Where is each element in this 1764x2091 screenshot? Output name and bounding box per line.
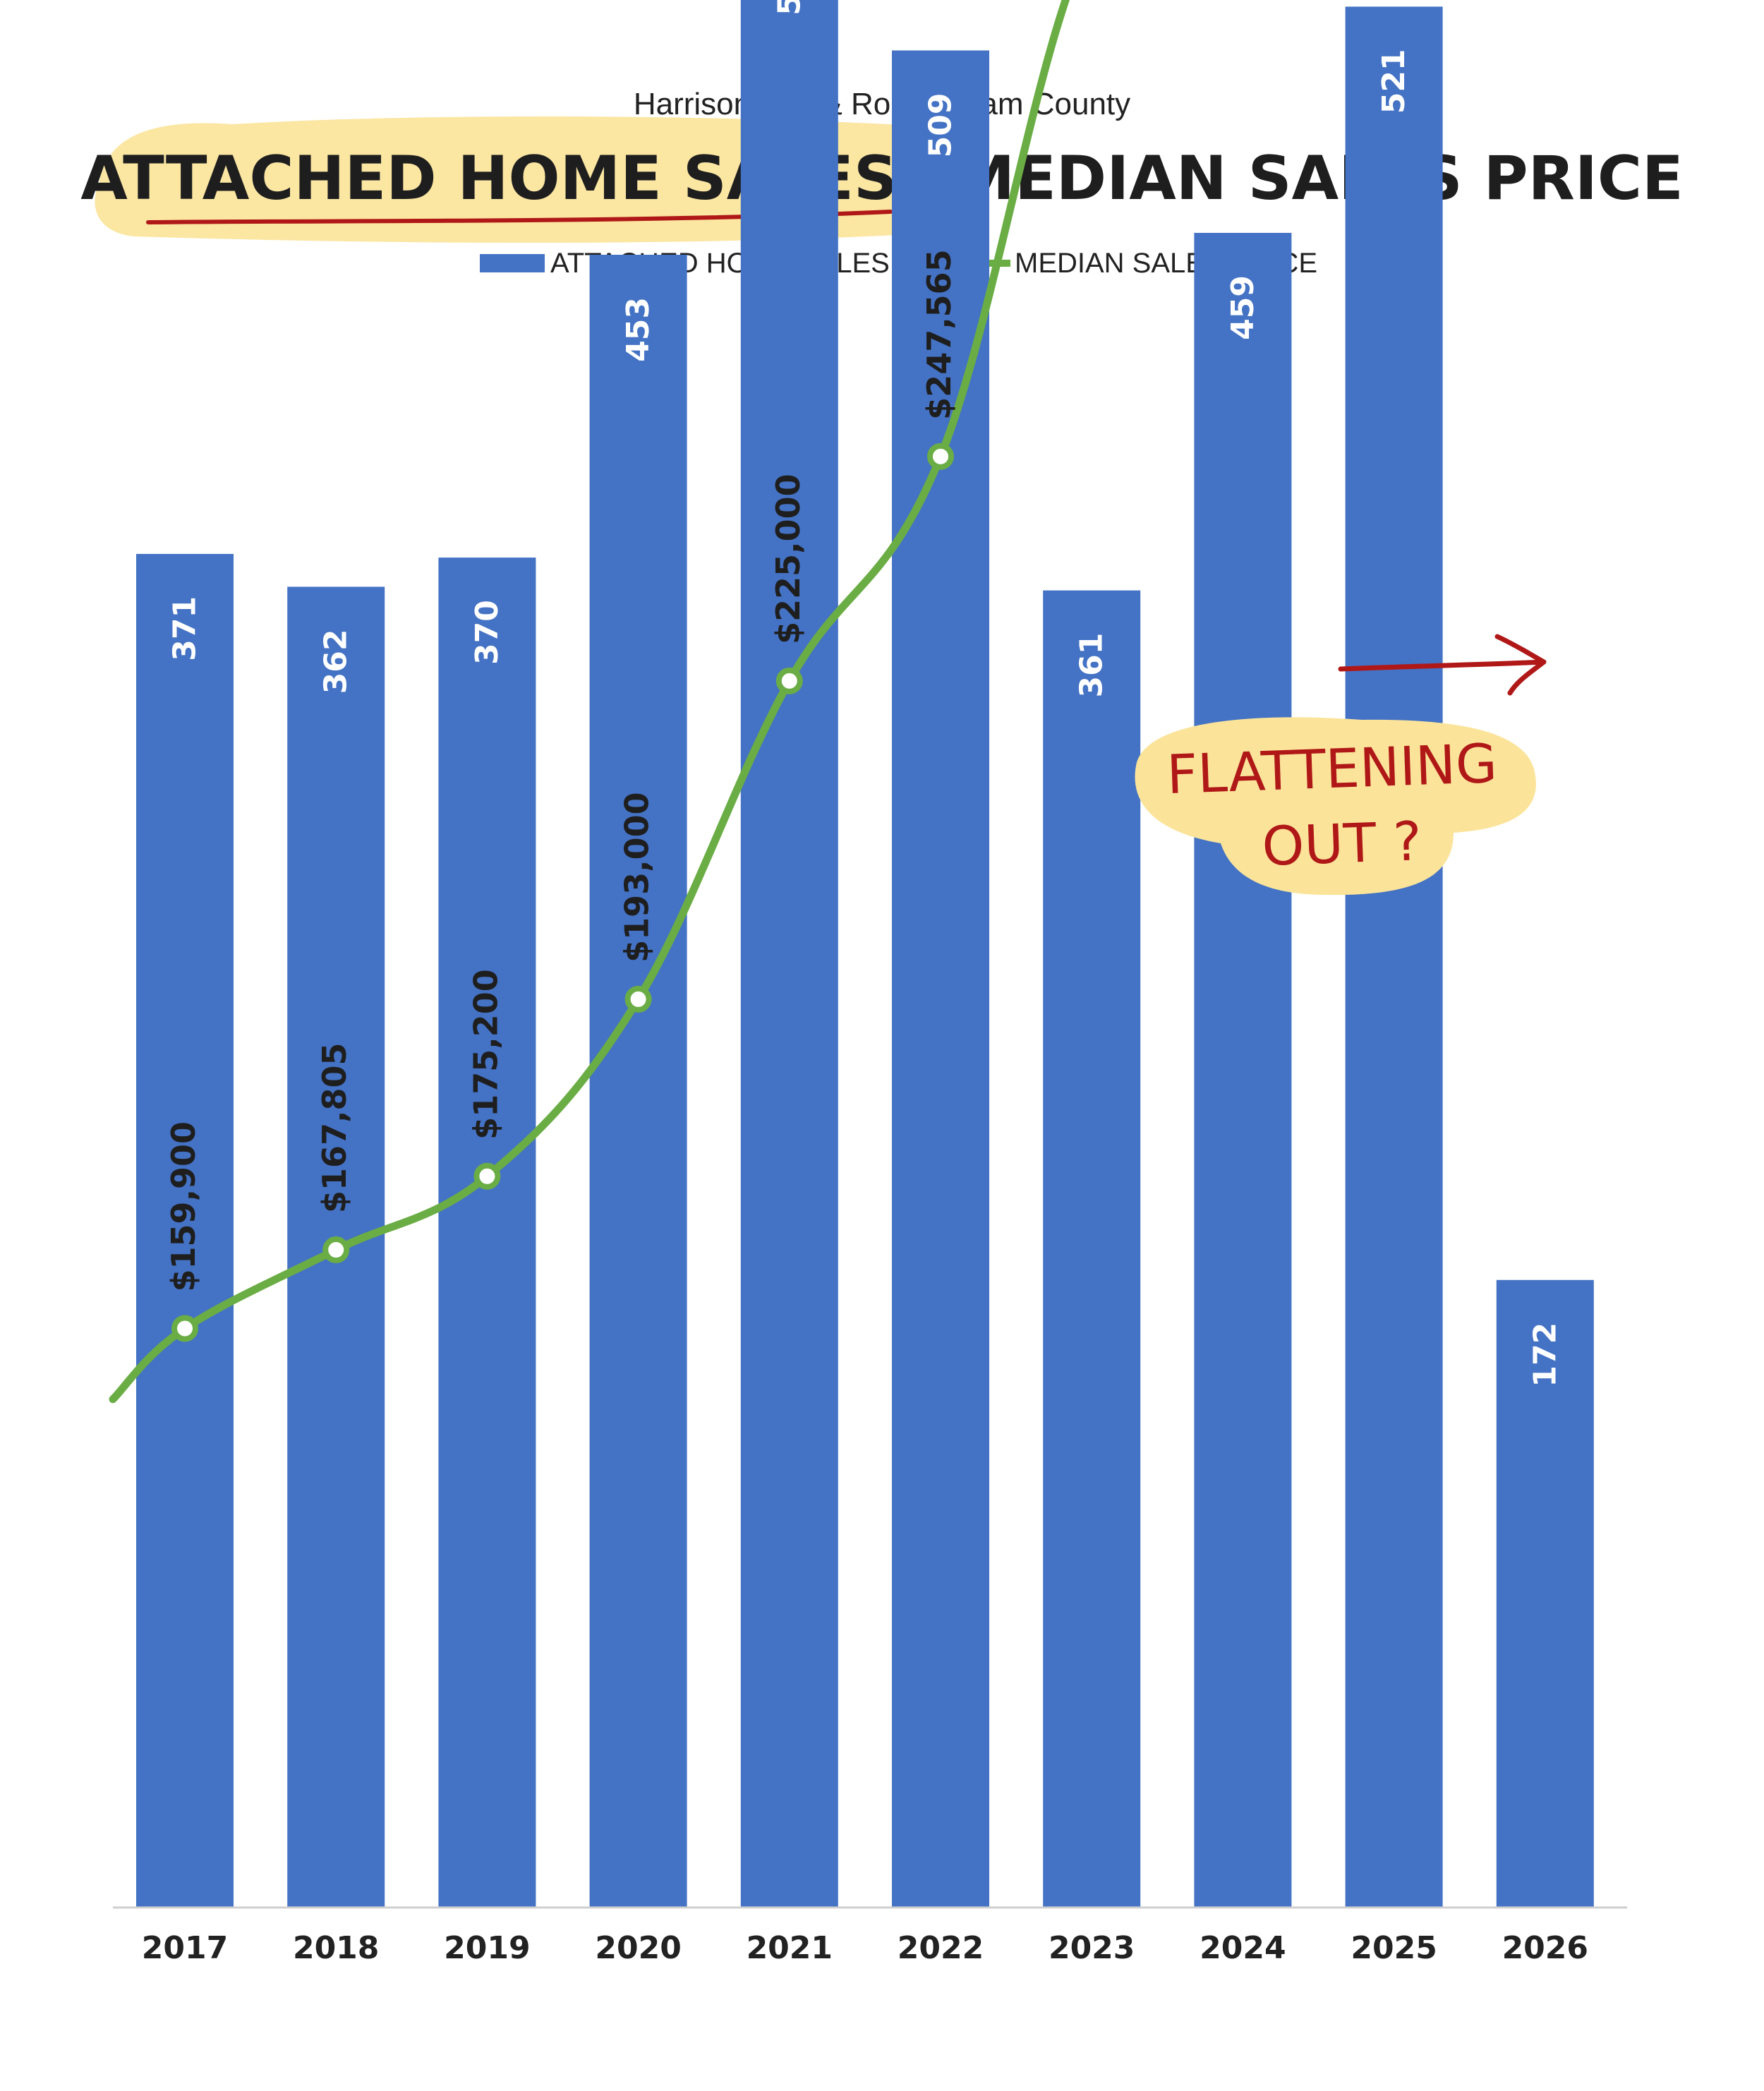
annotation-line1: FLATTENING	[1166, 732, 1498, 806]
x-tick-2025: 2025	[1351, 1930, 1437, 1966]
price-label-2022: $247,565	[920, 249, 958, 420]
chart-title-part2: MEDIAN SALES PRICE	[954, 143, 1683, 214]
bar-2020	[589, 254, 687, 1908]
annotation: FLATTENING OUT ?	[1135, 634, 1547, 896]
bar-value-label-2022: 509	[923, 92, 959, 157]
x-tick-2021: 2021	[747, 1930, 833, 1966]
price-point-2021	[775, 667, 803, 694]
bar-2019	[438, 558, 536, 1908]
price-label-2019: $175,200	[466, 969, 505, 1140]
price-point-2019	[473, 1162, 501, 1190]
bar-value-label-2021: 548	[771, 0, 807, 16]
bar-value-label-2025: 521	[1376, 49, 1412, 114]
title-highlight	[95, 116, 941, 243]
legend-bar-swatch	[480, 254, 545, 272]
bar-value-labels: 371 362 370 453 548 509 361 459 521 172	[167, 0, 1564, 1387]
x-tick-2023: 2023	[1049, 1930, 1135, 1966]
price-label-2020: $193,000	[618, 792, 656, 963]
annotation-line2: OUT ?	[1261, 809, 1422, 878]
bar-value-label-2018: 362	[318, 629, 354, 694]
x-tick-2024: 2024	[1200, 1930, 1286, 1966]
bar-value-label-2023: 361	[1074, 633, 1110, 698]
x-tick-2019: 2019	[444, 1930, 530, 1966]
bar-value-label-2020: 453	[620, 297, 656, 362]
median-price-points	[171, 442, 954, 1342]
x-tick-2017: 2017	[142, 1930, 228, 1966]
median-price-labels: $159,900 $167,805 $175,200 $193,000 $225,000…	[164, 249, 958, 1292]
price-label-2018: $167,805	[315, 1043, 354, 1214]
price-label-2021: $225,000	[769, 474, 807, 644]
annotation-arrow	[1338, 634, 1547, 696]
bar-2025	[1345, 6, 1443, 1908]
bar-2024	[1194, 232, 1292, 1908]
chart-title: ATTACHED HOME SALES, MEDIAN SALES PRICE	[80, 143, 1683, 214]
x-tick-2018: 2018	[293, 1930, 379, 1966]
price-point-2020	[624, 985, 652, 1013]
bar-value-label-2026: 172	[1527, 1322, 1563, 1387]
bar-2017	[136, 553, 234, 1908]
bars	[136, 0, 1594, 1908]
price-point-2018	[322, 1236, 350, 1264]
annotation-highlight	[1135, 717, 1536, 896]
chart-subtitle: Harrisonburg & Rockingham County	[634, 87, 1130, 121]
price-point-2022	[927, 442, 954, 470]
x-tick-2020: 2020	[595, 1930, 681, 1966]
bar-value-label-2019: 370	[469, 600, 505, 665]
x-tick-2022: 2022	[898, 1930, 984, 1966]
price-label-2017: $159,900	[164, 1121, 203, 1292]
bar-2021	[740, 0, 838, 1908]
x-axis-ticks: 2017 2018 2019 2020 2021 2022 2023 2024 2025 2026	[142, 1930, 1588, 1966]
bar-value-label-2024: 459	[1225, 275, 1261, 340]
x-tick-2026: 2026	[1502, 1930, 1588, 1966]
bar-2026	[1496, 1279, 1594, 1908]
price-point-2017	[171, 1315, 198, 1342]
bar-2023	[1043, 590, 1141, 1908]
bar-value-label-2017: 371	[167, 596, 203, 661]
